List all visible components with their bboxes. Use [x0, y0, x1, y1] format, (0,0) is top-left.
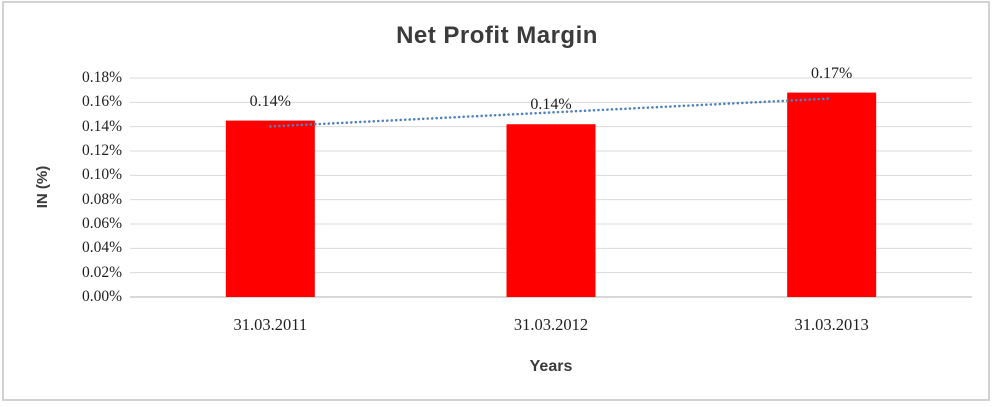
- bar-31.03.2011: [225, 120, 315, 297]
- y-tick-label: 0.00%: [81, 288, 122, 305]
- bar-data-label: 0.17%: [810, 64, 853, 82]
- y-tick-label: 0.02%: [81, 263, 122, 281]
- bar-data-label: 0.14%: [249, 92, 291, 110]
- trendline: [269, 97, 833, 128]
- y-tick-label: 0.16%: [81, 93, 122, 111]
- y-tick-label: 0.14%: [81, 117, 122, 135]
- y-axis-title: IN (%): [34, 165, 51, 209]
- chart-title: Net Profit Margin: [396, 22, 598, 49]
- bar-data-label: 0.14%: [530, 96, 572, 114]
- y-tick-label: 0.08%: [81, 190, 122, 208]
- y-tick-label: 0.12%: [81, 142, 122, 159]
- bar-31.03.2012: [506, 124, 596, 297]
- x-category-label: 31.03.2012: [513, 315, 589, 334]
- y-tick-label: 0.10%: [81, 166, 122, 184]
- y-tick-label: 0.04%: [81, 239, 122, 257]
- x-category-label: 31.03.2013: [794, 315, 869, 334]
- x-axis-title: Years: [529, 358, 573, 375]
- y-tick-label: 0.06%: [81, 215, 122, 232]
- bar-31.03.2013: [787, 92, 877, 297]
- x-category-label: 31.03.2011: [233, 315, 308, 334]
- y-tick-label: 0.18%: [81, 69, 122, 86]
